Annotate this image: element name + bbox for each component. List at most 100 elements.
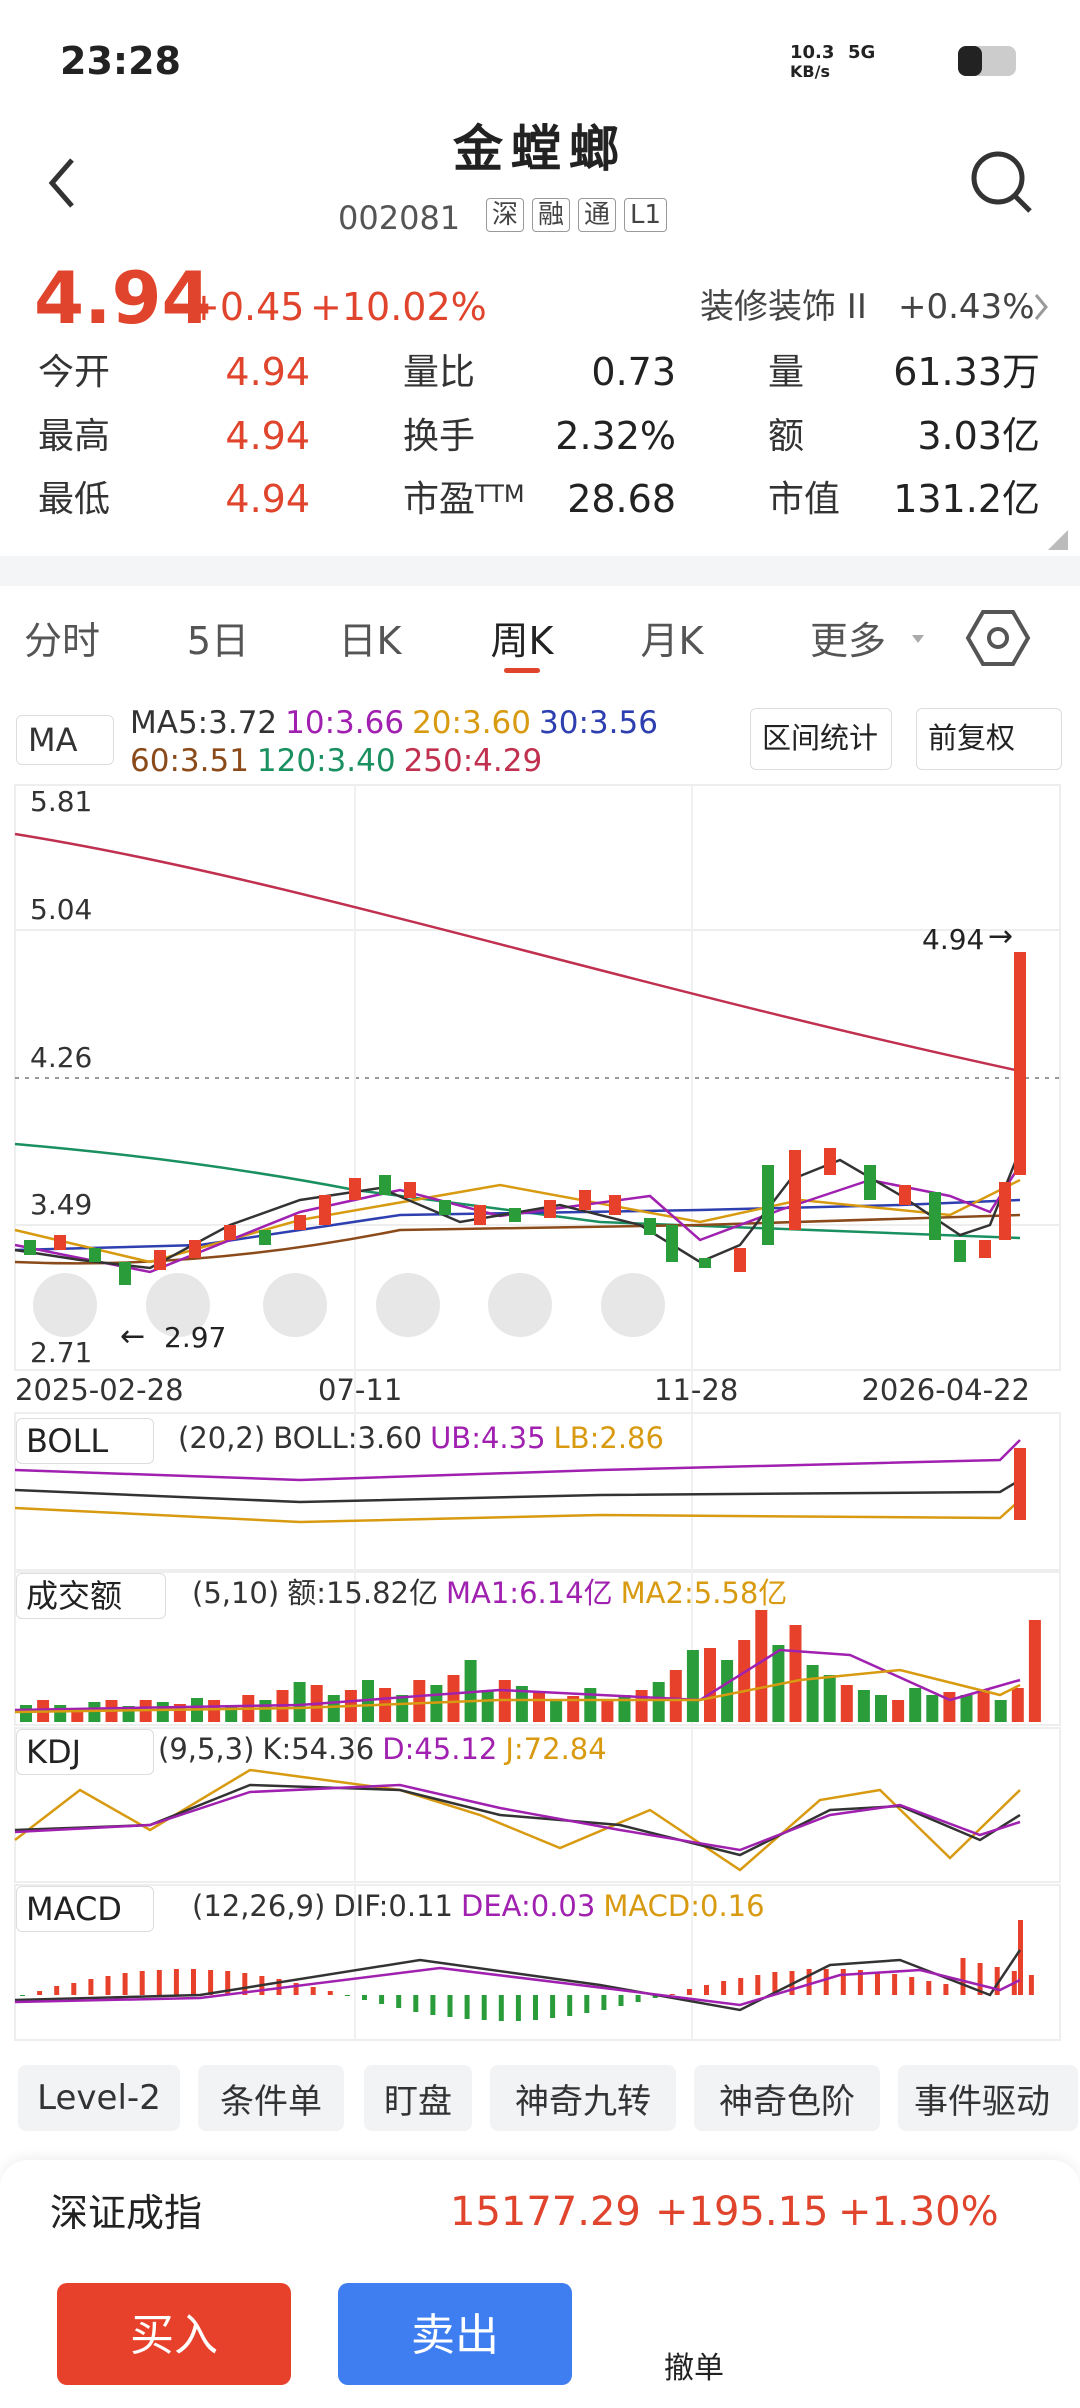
tool-button[interactable]: 神奇九转	[490, 2065, 676, 2131]
stat-label: 最低	[38, 479, 111, 520]
buy-button[interactable]	[57, 2283, 291, 2385]
stat-label: 换手	[403, 416, 476, 457]
buy-label[interactable]: 买入	[130, 2310, 218, 2361]
signal: 5G	[848, 42, 876, 63]
tab[interactable]: 分时	[23, 619, 100, 663]
indicator-value: 额:15.82亿	[287, 1576, 438, 1610]
indicator-name[interactable]: 成交额	[26, 1577, 123, 1615]
ma-selector[interactable]	[16, 715, 114, 765]
volume-bar	[635, 1690, 648, 1722]
tab[interactable]: 5日	[186, 619, 250, 663]
stat-value: 4.94	[225, 350, 310, 394]
volume-bar	[1011, 1688, 1024, 1722]
indicator-selector[interactable]	[16, 1573, 166, 1619]
macd-bar	[327, 1991, 333, 1995]
indicator-name[interactable]: MACD	[26, 1890, 122, 1928]
boll-lb	[14, 1499, 1021, 1524]
volume-bar	[738, 1640, 751, 1722]
volume-bar	[806, 1665, 819, 1722]
settings-icon	[987, 627, 1009, 649]
macd-bar	[994, 1967, 1000, 1995]
indicator-selector[interactable]	[16, 1886, 154, 1932]
volume-bar	[208, 1700, 221, 1722]
macd-bar	[584, 1995, 590, 2013]
volume-bar	[54, 1705, 67, 1722]
stat-label: 量比	[403, 352, 476, 393]
macd-bar	[122, 1973, 128, 1995]
indicator-value: K:54.36	[262, 1732, 375, 1766]
change: +0.45	[188, 285, 305, 329]
macd-bar	[242, 1973, 248, 1995]
macd-bar	[208, 1970, 214, 1995]
tab[interactable]: 更多	[809, 619, 886, 663]
adjust-btn[interactable]	[916, 708, 1062, 770]
volume-bar	[669, 1670, 682, 1722]
macd-bar	[738, 1978, 744, 1995]
sell-label[interactable]: 卖出	[411, 2310, 499, 2361]
volume-bar	[755, 1610, 768, 1722]
search-icon	[971, 151, 1025, 205]
candle	[404, 1182, 416, 1198]
sector[interactable]: 装修装饰 II	[700, 287, 867, 327]
panel-frame	[14, 1571, 1061, 1726]
volume-bar	[926, 1695, 939, 1722]
adjust-btn-label[interactable]: 前复权	[928, 721, 1016, 755]
tab[interactable]: 周K	[490, 619, 554, 663]
indicator-name[interactable]: BOLL	[26, 1422, 109, 1460]
candle	[644, 1218, 656, 1235]
nav-button	[33, 1273, 97, 1337]
kdj-d	[14, 1783, 1021, 1852]
macd-bar	[310, 1987, 316, 1995]
volume-bar	[156, 1702, 169, 1722]
tab[interactable]: 月K	[640, 619, 704, 663]
tool-button[interactable]: 神奇色阶	[694, 2065, 880, 2131]
stat-value: 0.73	[591, 350, 676, 394]
stat-label: 额	[768, 416, 805, 457]
macd-bar	[892, 1974, 898, 1995]
indicator-value: J:72.84	[505, 1732, 607, 1766]
candle	[579, 1190, 591, 1210]
sector-change[interactable]: +0.43%	[898, 287, 1035, 327]
candle	[54, 1235, 66, 1250]
macd-bar	[721, 1981, 727, 1995]
macd-bar	[601, 1995, 607, 2010]
cancel-label[interactable]: 撤单	[664, 2351, 724, 2386]
indicator-selector[interactable]	[16, 1729, 154, 1775]
ma-selector-label[interactable]: MA	[28, 721, 78, 759]
index-change: +195.15	[655, 2189, 829, 2235]
macd-bar	[105, 1976, 111, 1995]
dropdown-arrow	[912, 635, 924, 643]
sell-button[interactable]	[338, 2283, 572, 2385]
tool-button[interactable]: 盯盘	[364, 2065, 472, 2131]
index-name[interactable]: 深证成指	[50, 2191, 203, 2235]
candle	[509, 1208, 521, 1222]
tool-button[interactable]: 事件驱动	[898, 2065, 1078, 2131]
indicator-value: UB:4.35	[430, 1421, 546, 1455]
y-label: 5.04	[30, 893, 93, 926]
macd-bar	[533, 1995, 538, 2020]
volume-bar	[652, 1682, 665, 1722]
y-label: 3.49	[30, 1188, 93, 1221]
stat-value: 2.32%	[555, 414, 676, 458]
indicator-values: (20,2) BOLL:3.60 UB:4.35 LB:2.86	[178, 1424, 664, 1453]
indicator-name[interactable]: KDJ	[26, 1733, 82, 1771]
macd-bar	[550, 1995, 556, 2018]
range-btn-label[interactable]: 区间统计	[762, 721, 879, 755]
boll-ub	[14, 1439, 1021, 1482]
tool-button[interactable]: 条件单	[198, 2065, 344, 2131]
settings-icon	[965, 610, 1031, 666]
indicator-value: MA1:6.14亿	[446, 1576, 613, 1610]
tool-button[interactable]: Level-2	[18, 2065, 180, 2131]
tab[interactable]: 日K	[338, 619, 402, 663]
indicator-params: (12,26,9)	[192, 1889, 326, 1923]
macd-bar	[139, 1971, 145, 1995]
ma5-line	[14, 1149, 1022, 1270]
macd-bar	[344, 1995, 350, 1996]
macd-bar	[857, 1970, 863, 1995]
index-change-pct: +1.30%	[838, 2189, 999, 2235]
volume-bar	[892, 1700, 905, 1722]
ma-values: MA5:3.72 10:3.66 20:3.60 30:3.56 60:3.51 120:…	[130, 704, 730, 780]
indicator-selector[interactable]	[16, 1418, 154, 1464]
stat-value: 28.68	[567, 477, 676, 521]
range-btn[interactable]	[750, 708, 892, 770]
